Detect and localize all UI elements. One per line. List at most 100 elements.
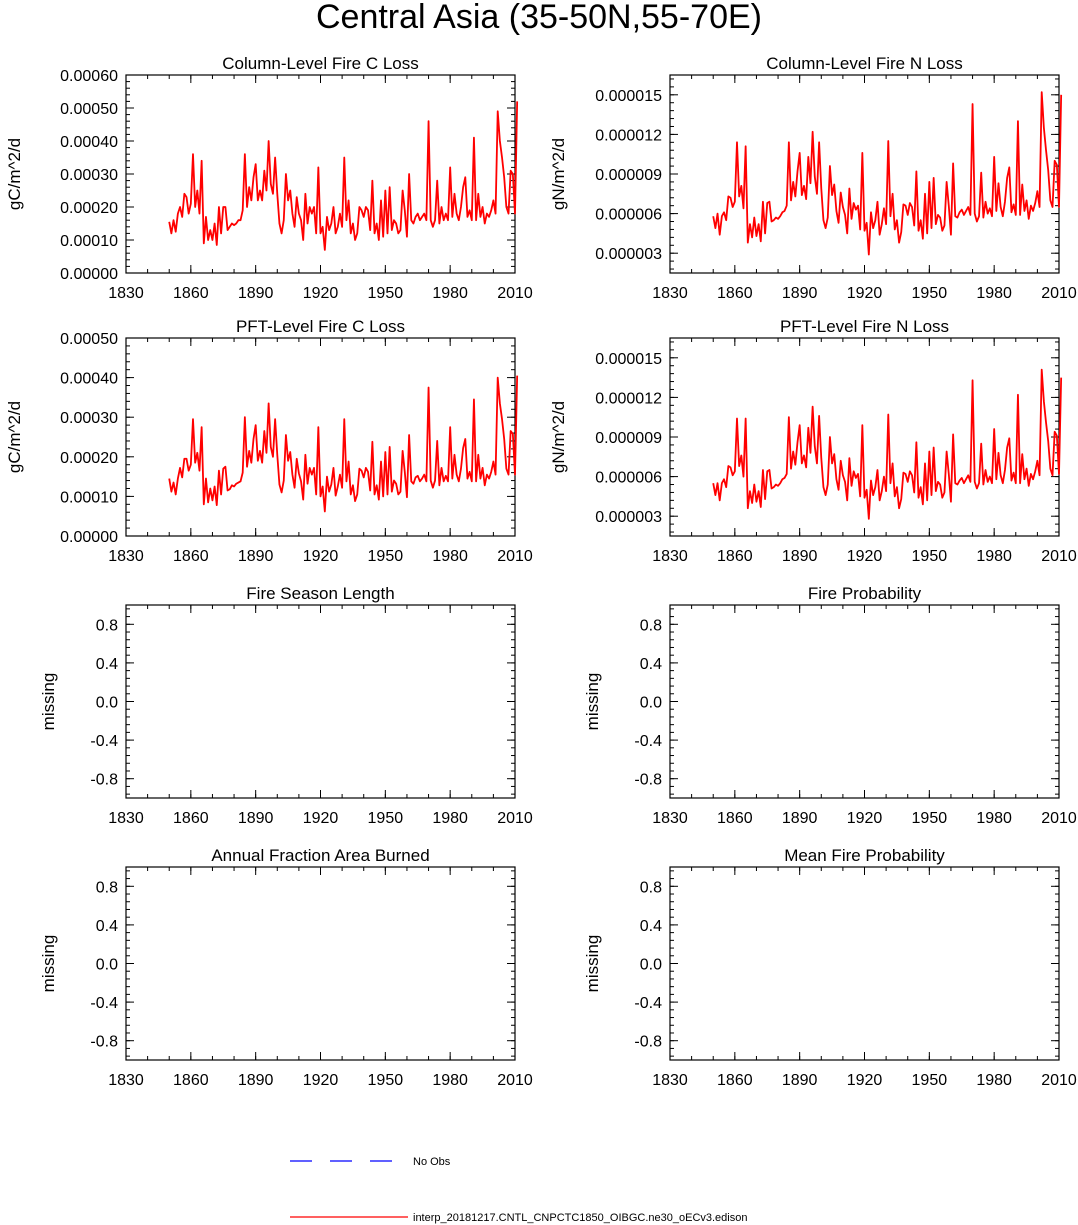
- x-tick-label: 1860: [173, 285, 209, 302]
- y-tick-label: 0.0: [96, 695, 118, 712]
- series-line: [712, 368, 1063, 520]
- panel-column-level-fire-c-loss: Column-Level Fire C Loss gC/m^2/d 1830 1860…: [5, 54, 533, 302]
- y-tick-label: 0.8: [640, 879, 662, 896]
- y-tick-label: 0.000003: [595, 509, 662, 526]
- y-axis-label: missing: [583, 935, 602, 993]
- x-tick-label: 1980: [976, 285, 1012, 302]
- x-tick-label: 2010: [497, 1072, 533, 1089]
- x-tick-label: 1830: [108, 1072, 144, 1089]
- legend-model-label: interp_20181217.CNTL_CNPCTC1850_OIBGC.ne…: [413, 1212, 747, 1224]
- y-axis-label: missing: [39, 935, 58, 993]
- y-tick-label: 0.0: [640, 957, 662, 974]
- x-tick-label: 1890: [238, 548, 274, 565]
- panel-pft-level-fire-n-loss: PFT-Level Fire N Loss gN/m^2/d 1830 1860 189…: [549, 317, 1077, 565]
- x-tick-label: 1890: [238, 810, 274, 827]
- panel-mean-fire-probability: Mean Fire Probability missing 1830 1860 1890…: [583, 846, 1077, 1089]
- panel-pft-level-fire-c-loss: PFT-Level Fire C Loss gC/m^2/d 1830 1860 189…: [5, 317, 533, 565]
- x-tick-label: 1830: [108, 810, 144, 827]
- y-tick-label: 0.4: [640, 656, 662, 673]
- x-tick-label: 1830: [108, 285, 144, 302]
- panel-frame: [669, 337, 1060, 537]
- panel-annual-fraction-area-burned: Annual Fraction Area Burned missing 1830 18…: [39, 846, 533, 1089]
- y-tick-label: 0.00000: [60, 529, 118, 546]
- x-tick-label: 1920: [303, 1072, 339, 1089]
- y-tick-label: -0.8: [634, 1034, 662, 1051]
- x-tick-label: 1920: [847, 810, 883, 827]
- y-tick-label: 0.00020: [60, 450, 118, 467]
- y-tick-label: -0.8: [634, 772, 662, 789]
- y-tick-label: 0.000012: [595, 127, 662, 144]
- x-tick-label: 1980: [432, 548, 468, 565]
- y-axis-label: missing: [583, 673, 602, 731]
- panel-title: Column-Level Fire C Loss: [222, 54, 419, 73]
- y-tick-label: 0.000009: [595, 167, 662, 184]
- panel-frame: [669, 604, 1060, 799]
- x-tick-label: 1830: [652, 285, 688, 302]
- y-tick-label: 0.00030: [60, 167, 118, 184]
- y-tick-label: 0.00050: [60, 101, 118, 118]
- x-tick-label: 1830: [652, 810, 688, 827]
- panel-frame: [125, 604, 516, 799]
- x-tick-label: 1920: [303, 285, 339, 302]
- y-tick-label: 0.000009: [595, 430, 662, 447]
- panel-title: PFT-Level Fire C Loss: [236, 317, 405, 336]
- x-tick-label: 1980: [432, 1072, 468, 1089]
- x-tick-label: 1860: [717, 1072, 753, 1089]
- x-tick-label: 1860: [717, 548, 753, 565]
- panel-title: Mean Fire Probability: [784, 846, 945, 865]
- y-tick-label: 0.00020: [60, 200, 118, 217]
- y-axis-label: gC/m^2/d: [5, 401, 24, 473]
- x-tick-label: 1890: [782, 1072, 818, 1089]
- y-tick-label: -0.4: [90, 995, 118, 1012]
- y-tick-label: 0.00010: [60, 233, 118, 250]
- x-tick-label: 1860: [173, 548, 209, 565]
- legend-no-obs-label: No Obs: [413, 1156, 451, 1168]
- x-tick-label: 1920: [303, 548, 339, 565]
- x-tick-label: 1860: [173, 1072, 209, 1089]
- x-tick-label: 1920: [847, 1072, 883, 1089]
- x-tick-label: 2010: [1041, 1072, 1077, 1089]
- x-tick-label: 1950: [912, 810, 948, 827]
- panels-layer: Column-Level Fire C Loss gC/m^2/d 1830 1860…: [5, 54, 1077, 1089]
- y-tick-label: 0.4: [96, 656, 118, 673]
- x-tick-label: 1830: [108, 548, 144, 565]
- x-tick-label: 2010: [497, 285, 533, 302]
- panel-frame: [125, 866, 516, 1061]
- y-tick-label: -0.8: [90, 772, 118, 789]
- panel-frame: [125, 74, 516, 274]
- x-tick-label: 1920: [847, 548, 883, 565]
- y-tick-label: -0.4: [634, 733, 662, 750]
- x-tick-label: 1890: [782, 548, 818, 565]
- x-tick-label: 1950: [368, 548, 404, 565]
- x-tick-label: 1980: [432, 810, 468, 827]
- y-axis-label: gN/m^2/d: [549, 138, 568, 210]
- x-tick-label: 1950: [912, 1072, 948, 1089]
- y-tick-label: 0.00040: [60, 134, 118, 151]
- panel-frame: [669, 866, 1060, 1061]
- y-axis-label: gN/m^2/d: [549, 401, 568, 473]
- x-tick-label: 1980: [976, 810, 1012, 827]
- y-tick-label: 0.00030: [60, 410, 118, 427]
- x-tick-label: 1830: [652, 1072, 688, 1089]
- y-tick-label: 0.00040: [60, 371, 118, 388]
- x-tick-label: 1830: [652, 548, 688, 565]
- x-tick-label: 1980: [432, 285, 468, 302]
- x-tick-label: 1860: [173, 810, 209, 827]
- y-tick-label: -0.8: [90, 1034, 118, 1051]
- x-tick-label: 2010: [1041, 285, 1077, 302]
- x-tick-label: 1950: [368, 1072, 404, 1089]
- panel-frame: [669, 74, 1060, 274]
- y-tick-label: -0.4: [634, 995, 662, 1012]
- series-line: [168, 101, 519, 251]
- panel-fire-probability: Fire Probability missing 1830 1860 1890 1920 1…: [583, 584, 1077, 827]
- panel-title: PFT-Level Fire N Loss: [780, 317, 949, 336]
- y-tick-label: 0.000003: [595, 246, 662, 263]
- x-tick-label: 1890: [238, 285, 274, 302]
- panel-frame: [125, 337, 516, 537]
- x-tick-label: 2010: [497, 548, 533, 565]
- y-tick-label: 0.4: [96, 918, 118, 935]
- x-tick-label: 1950: [368, 810, 404, 827]
- x-tick-label: 1980: [976, 548, 1012, 565]
- y-tick-label: 0.4: [640, 918, 662, 935]
